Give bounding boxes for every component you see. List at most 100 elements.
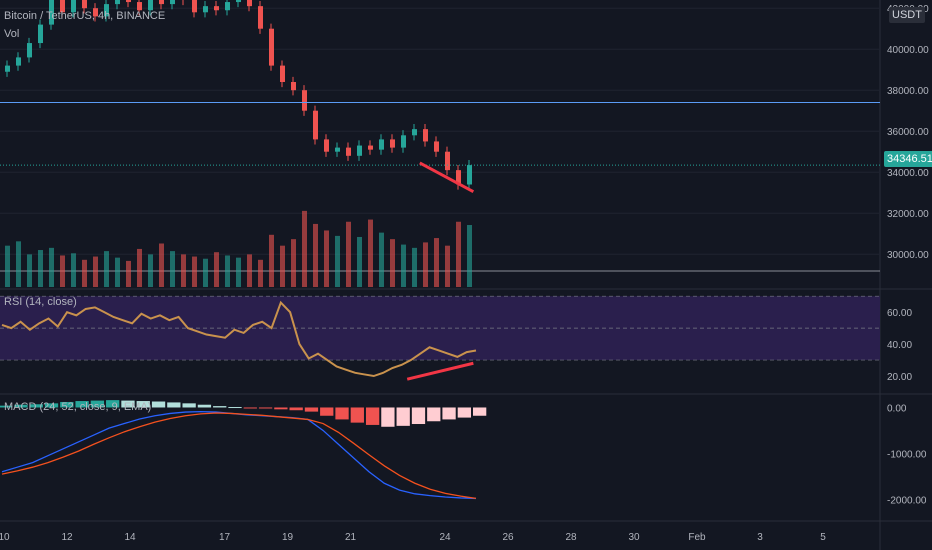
macd-histogram-bar	[365, 407, 380, 425]
candle-body	[225, 2, 230, 11]
time-tick-label: 24	[439, 532, 451, 543]
candle-body	[291, 82, 296, 91]
candle-body	[93, 8, 98, 17]
macd-histogram-bar	[228, 407, 242, 409]
time-tick-label: 5	[820, 532, 826, 543]
candle-body	[401, 135, 406, 148]
time-tick-label: 21	[345, 532, 357, 543]
signal-line	[1, 412, 477, 500]
price-tick-label: 36000.00	[887, 127, 929, 138]
time-tick-label: Feb	[688, 532, 706, 543]
rsi-label: RSI (14, close)	[4, 296, 77, 308]
candle-body	[159, 0, 164, 5]
macd-label: MACD (24, 52, close, 9, EMA)	[4, 401, 152, 413]
price-tick-label: 34000.00	[887, 168, 929, 179]
candle-body	[49, 0, 54, 25]
volume-bar	[280, 245, 285, 287]
candle-body	[346, 147, 351, 156]
candle-body	[27, 43, 32, 58]
macd-histogram-bar	[29, 404, 43, 408]
volume-bar	[159, 243, 164, 287]
macd-tick-label: 0.00	[887, 403, 907, 414]
candle-body	[368, 145, 373, 150]
price-tick-label: 40000.00	[887, 45, 929, 56]
rsi-line	[1, 300, 477, 378]
macd-histogram-bar	[167, 402, 181, 408]
volume-bar	[137, 248, 142, 287]
macd-histogram-bar	[274, 407, 288, 410]
candle-body	[16, 57, 21, 66]
macd-histogram-bar	[381, 407, 395, 427]
volume-bar	[247, 254, 252, 287]
volume-bar	[104, 251, 109, 287]
macd-histogram-bar	[243, 407, 257, 409]
volume-bar	[357, 236, 362, 287]
macd-histogram-bar	[350, 407, 364, 423]
volume-bar	[412, 247, 417, 287]
volume-bar	[27, 254, 32, 287]
volume-bar	[93, 256, 98, 287]
volume-bar	[423, 242, 428, 287]
time-tick-label: 10	[0, 532, 10, 543]
volume-bar	[38, 250, 43, 287]
candle-body	[247, 0, 252, 7]
candle-body	[203, 6, 208, 13]
rsi-tick-label: 40.00	[887, 340, 912, 351]
volume-bar	[335, 235, 340, 287]
volume-label: Vol	[4, 28, 20, 40]
volume-bar	[126, 260, 131, 287]
candle-body	[445, 151, 450, 171]
candle-body	[137, 2, 142, 11]
volume-bar	[225, 255, 230, 287]
macd-tick-label: -2000.00	[887, 495, 927, 506]
candle-body	[269, 28, 274, 66]
macd-tick-label: -1000.00	[887, 449, 927, 460]
macd-histogram-bar	[473, 407, 487, 416]
macd-histogram-bar	[182, 403, 196, 408]
candle-body	[412, 129, 417, 136]
macd-histogram-bar	[320, 407, 334, 416]
time-tick-label: 12	[61, 532, 73, 543]
macd-histogram-bar	[197, 404, 212, 408]
macd-histogram-bar	[106, 400, 120, 408]
volume-bar	[302, 210, 307, 287]
volume-bar	[291, 239, 296, 287]
candle-body	[82, 0, 87, 9]
candle-body	[390, 139, 395, 148]
candle-body	[313, 110, 318, 140]
candle-body	[324, 139, 329, 152]
macd-histogram-bar	[289, 407, 303, 411]
time-tick-label: 14	[124, 532, 136, 543]
macd-histogram-bar	[213, 406, 227, 408]
time-tick-label: 26	[502, 532, 514, 543]
volume-bar	[5, 245, 10, 287]
candle-body	[148, 0, 153, 11]
volume-bar	[401, 244, 406, 287]
candle-body	[192, 0, 197, 13]
macd-histogram-bar	[457, 407, 471, 418]
macd-histogram-bar	[442, 407, 456, 420]
volume-bar	[467, 225, 472, 287]
volume-bar	[346, 221, 351, 287]
candle-body	[126, 0, 131, 3]
volume-bar	[434, 238, 439, 287]
candle-body	[5, 65, 10, 72]
volume-bar	[214, 252, 219, 287]
price-tick-label: 38000.00	[887, 86, 929, 97]
volume-bar	[456, 221, 461, 287]
macd-histogram-bar	[151, 401, 166, 408]
volume-bar	[390, 239, 395, 287]
volume-bar	[16, 241, 21, 287]
candle-body	[467, 165, 472, 185]
volume-bar	[236, 257, 241, 287]
currency-badge[interactable]: USDT	[889, 7, 925, 23]
volume-bar	[324, 230, 329, 287]
candle-body	[236, 0, 241, 3]
candle-body	[38, 24, 43, 44]
candle-body	[60, 0, 65, 13]
candle-body	[71, 0, 76, 13]
rsi-tick-label: 20.00	[887, 372, 912, 383]
macd-histogram-bar	[396, 407, 410, 426]
candle-body	[379, 139, 384, 150]
